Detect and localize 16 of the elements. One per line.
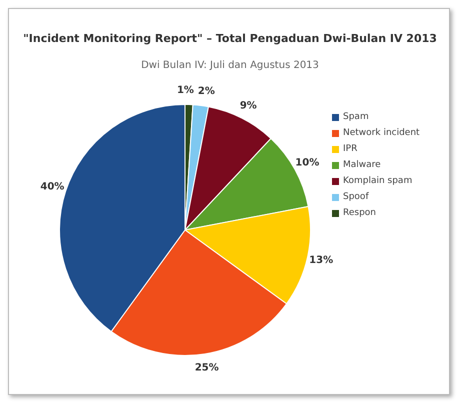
legend-label: IPR (343, 144, 358, 154)
legend-label: Komplain spam (343, 176, 414, 186)
legend-label: Respon (343, 208, 377, 218)
legend-label: Malware (343, 160, 382, 170)
data-label: 2% (198, 86, 215, 98)
chart-subtitle: Dwi Bulan IV: Juli dan Agustus 2013 (140, 60, 320, 71)
chart-title: "Incident Monitoring Report" – Total Pengaduan Dwi-Bulan IV 2013 (22, 32, 438, 45)
data-label: 40% (40, 181, 64, 192)
data-label: 13% (309, 255, 334, 266)
legend-label: Network incident (343, 128, 421, 138)
data-label: 10% (295, 157, 320, 168)
data-label: 9% (240, 100, 257, 112)
legend-label: Spam (343, 112, 370, 122)
legend-label: Spoof (343, 192, 370, 202)
data-label: 1% (176, 85, 194, 96)
data-label: 25% (194, 362, 219, 374)
